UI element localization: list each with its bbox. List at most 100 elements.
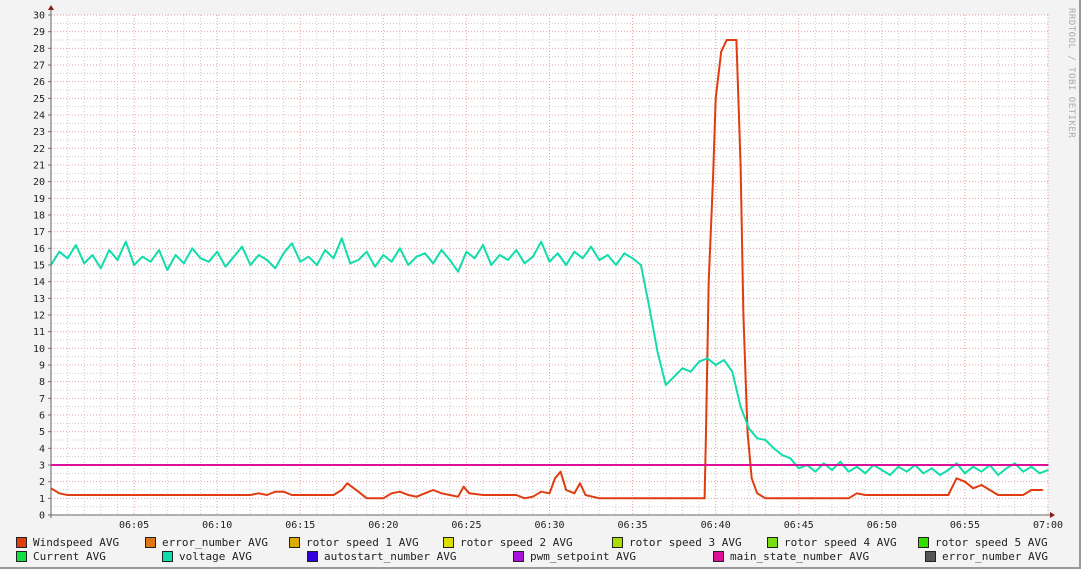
data-point [673, 375, 675, 378]
y-tick-label: 1 [39, 494, 45, 505]
y-tick-label: 0 [39, 511, 45, 522]
data-point [365, 497, 368, 500]
data-point [540, 490, 542, 493]
data-point [540, 240, 542, 243]
y-tick-label: 13 [33, 294, 45, 305]
y-tick-label: 22 [33, 144, 45, 155]
data-point [1030, 489, 1033, 491]
data-point [282, 252, 285, 255]
data-point [424, 492, 426, 495]
data-point [482, 494, 484, 496]
data-point [91, 254, 94, 256]
data-point [548, 492, 551, 495]
data-point [573, 492, 576, 495]
legend-item: rotor speed 1 AVG [289, 536, 419, 549]
y-tick-label: 26 [33, 77, 45, 88]
legend-item: rotor speed 2 AVG [443, 536, 573, 549]
data-point [598, 497, 601, 500]
data-point [66, 494, 69, 496]
data-point [789, 457, 792, 460]
legend-swatch [307, 551, 318, 562]
y-tick-label: 18 [33, 211, 45, 222]
data-point [739, 405, 742, 408]
data-point [997, 474, 999, 476]
data-point [457, 270, 459, 273]
data-point [831, 469, 833, 471]
data-point [964, 480, 966, 483]
legend-swatch [145, 537, 156, 548]
y-tick-label: 5 [39, 427, 45, 438]
data-point [432, 489, 434, 491]
data-point [756, 437, 759, 440]
y-tick-label: 9 [39, 361, 45, 372]
data-point [980, 470, 983, 473]
x-tick-label: 06:05 [119, 520, 149, 531]
legend-swatch [16, 537, 27, 548]
data-point [725, 39, 728, 41]
data-point [332, 494, 335, 496]
legend-item: error_number AVG [145, 536, 268, 549]
legend-item: rotor speed 5 AVG [918, 536, 1048, 549]
data-point [598, 259, 601, 261]
data-point [307, 255, 310, 258]
y-tick-label: 29 [33, 27, 45, 38]
data-point [764, 497, 767, 500]
data-point [468, 492, 470, 495]
data-point [881, 469, 883, 471]
data-point [750, 477, 753, 480]
data-point [997, 494, 999, 496]
data-point [579, 482, 581, 485]
legend-item: error_number AVG [925, 550, 1048, 563]
data-point [249, 494, 252, 496]
data-point [955, 477, 958, 480]
data-point [523, 262, 526, 265]
data-point [640, 264, 642, 266]
data-point [648, 305, 650, 308]
data-point [340, 489, 343, 491]
legend-item: Windspeed AVG [16, 536, 119, 549]
data-point [316, 264, 318, 266]
x-axis-arrow-icon [1050, 512, 1055, 518]
data-point [390, 260, 393, 263]
data-point [756, 492, 759, 495]
data-point [703, 497, 706, 500]
y-tick-label: 15 [33, 261, 45, 272]
legend-swatch [513, 551, 524, 562]
data-point [199, 257, 202, 260]
data-point [424, 252, 426, 255]
data-point [183, 262, 185, 265]
data-point [274, 267, 277, 270]
data-point [746, 430, 749, 433]
data-point [440, 492, 443, 495]
y-tick-label: 11 [33, 327, 45, 338]
data-point [357, 259, 360, 261]
data-point [606, 254, 609, 256]
data-point [523, 497, 526, 500]
data-point [590, 245, 592, 248]
data-point [1038, 472, 1041, 475]
data-point [905, 470, 908, 473]
x-tick-label: 06:30 [534, 520, 564, 531]
data-point [490, 264, 493, 266]
data-point [357, 490, 360, 493]
legend-swatch [918, 537, 929, 548]
data-point [584, 494, 587, 496]
legend-item: autostart_number AVG [307, 550, 456, 563]
data-point [432, 262, 434, 265]
legend-swatch [767, 537, 778, 548]
data-point [58, 492, 61, 495]
x-tick-label: 06:15 [285, 520, 315, 531]
data-point [922, 472, 925, 475]
data-point [847, 497, 850, 500]
data-point [814, 470, 817, 473]
data-point [947, 494, 950, 496]
y-tick-label: 20 [33, 177, 45, 188]
legend-item: main_state_number AVG [713, 550, 869, 563]
data-point [415, 255, 418, 258]
y-tick-label: 8 [39, 377, 45, 388]
legend-swatch [925, 551, 936, 562]
watermark: RRDTOOL / TOBI OETIKER [1066, 8, 1076, 139]
data-point [897, 465, 900, 468]
